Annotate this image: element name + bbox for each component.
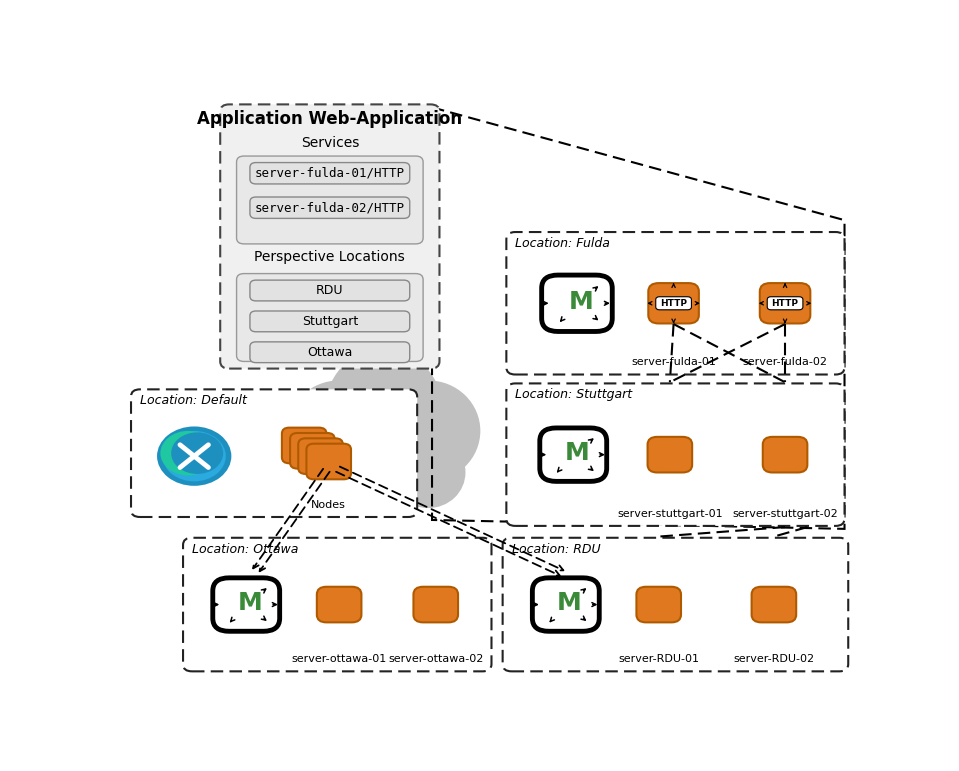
FancyBboxPatch shape: [221, 104, 439, 369]
FancyBboxPatch shape: [250, 197, 409, 218]
Text: Stuttgart: Stuttgart: [302, 315, 358, 328]
Text: Location: Fulda: Location: Fulda: [515, 237, 610, 250]
Text: HTTP: HTTP: [660, 299, 687, 308]
Text: Services: Services: [301, 136, 359, 150]
Text: Perspective Locations: Perspective Locations: [254, 250, 406, 264]
FancyBboxPatch shape: [131, 389, 417, 517]
FancyBboxPatch shape: [503, 538, 849, 672]
FancyBboxPatch shape: [183, 538, 492, 672]
Text: server-stuttgart-02: server-stuttgart-02: [732, 509, 838, 519]
Ellipse shape: [316, 419, 451, 508]
Text: Location: Stuttgart: Location: Stuttgart: [515, 388, 632, 401]
Text: Location: Default: Location: Default: [140, 394, 246, 407]
FancyBboxPatch shape: [542, 275, 612, 332]
Text: server-RDU-02: server-RDU-02: [734, 655, 814, 665]
Ellipse shape: [287, 380, 391, 481]
Ellipse shape: [376, 380, 480, 481]
Circle shape: [160, 431, 216, 476]
Text: M: M: [238, 591, 263, 615]
Text: Application Web-Application: Application Web-Application: [198, 110, 462, 128]
FancyBboxPatch shape: [213, 577, 280, 631]
FancyBboxPatch shape: [506, 383, 845, 526]
Text: server-ottawa-01: server-ottawa-01: [292, 655, 386, 665]
Ellipse shape: [302, 437, 376, 508]
FancyBboxPatch shape: [290, 433, 335, 469]
FancyBboxPatch shape: [316, 587, 362, 622]
Text: Nodes: Nodes: [311, 500, 345, 510]
FancyBboxPatch shape: [648, 283, 699, 324]
Text: RDU: RDU: [316, 284, 343, 298]
FancyBboxPatch shape: [413, 587, 458, 622]
FancyBboxPatch shape: [656, 297, 691, 310]
FancyBboxPatch shape: [307, 443, 351, 480]
Text: server-stuttgart-01: server-stuttgart-01: [617, 509, 723, 519]
FancyBboxPatch shape: [250, 311, 409, 332]
FancyBboxPatch shape: [237, 156, 423, 244]
Ellipse shape: [324, 348, 443, 478]
Text: Location: RDU: Location: RDU: [511, 543, 600, 556]
FancyBboxPatch shape: [647, 437, 692, 473]
FancyBboxPatch shape: [760, 283, 810, 324]
Text: Ottawa: Ottawa: [307, 346, 353, 359]
FancyBboxPatch shape: [237, 274, 423, 362]
Ellipse shape: [339, 455, 429, 514]
Circle shape: [171, 433, 223, 474]
Ellipse shape: [391, 437, 465, 508]
FancyBboxPatch shape: [298, 439, 343, 474]
FancyBboxPatch shape: [506, 232, 845, 375]
FancyBboxPatch shape: [250, 342, 409, 362]
Text: M: M: [565, 442, 590, 466]
Text: server-RDU-01: server-RDU-01: [619, 655, 699, 665]
Text: server-fulda-01: server-fulda-01: [631, 358, 716, 368]
Text: server-fulda-01/HTTP: server-fulda-01/HTTP: [255, 167, 405, 180]
FancyBboxPatch shape: [282, 428, 326, 463]
Text: M: M: [569, 290, 593, 314]
Circle shape: [163, 431, 225, 481]
Text: M: M: [557, 591, 582, 615]
FancyBboxPatch shape: [250, 280, 409, 301]
FancyBboxPatch shape: [540, 428, 607, 481]
Text: HTTP: HTTP: [772, 299, 799, 308]
Text: Location: Ottawa: Location: Ottawa: [192, 543, 298, 556]
FancyBboxPatch shape: [532, 577, 599, 631]
FancyBboxPatch shape: [637, 587, 681, 622]
FancyBboxPatch shape: [752, 587, 796, 622]
Text: server-fulda-02: server-fulda-02: [742, 358, 828, 368]
FancyBboxPatch shape: [762, 437, 807, 473]
FancyBboxPatch shape: [250, 163, 409, 184]
Text: server-fulda-02/HTTP: server-fulda-02/HTTP: [255, 201, 405, 214]
FancyBboxPatch shape: [767, 297, 803, 310]
Text: server-ottawa-02: server-ottawa-02: [388, 655, 483, 665]
Circle shape: [157, 426, 231, 486]
